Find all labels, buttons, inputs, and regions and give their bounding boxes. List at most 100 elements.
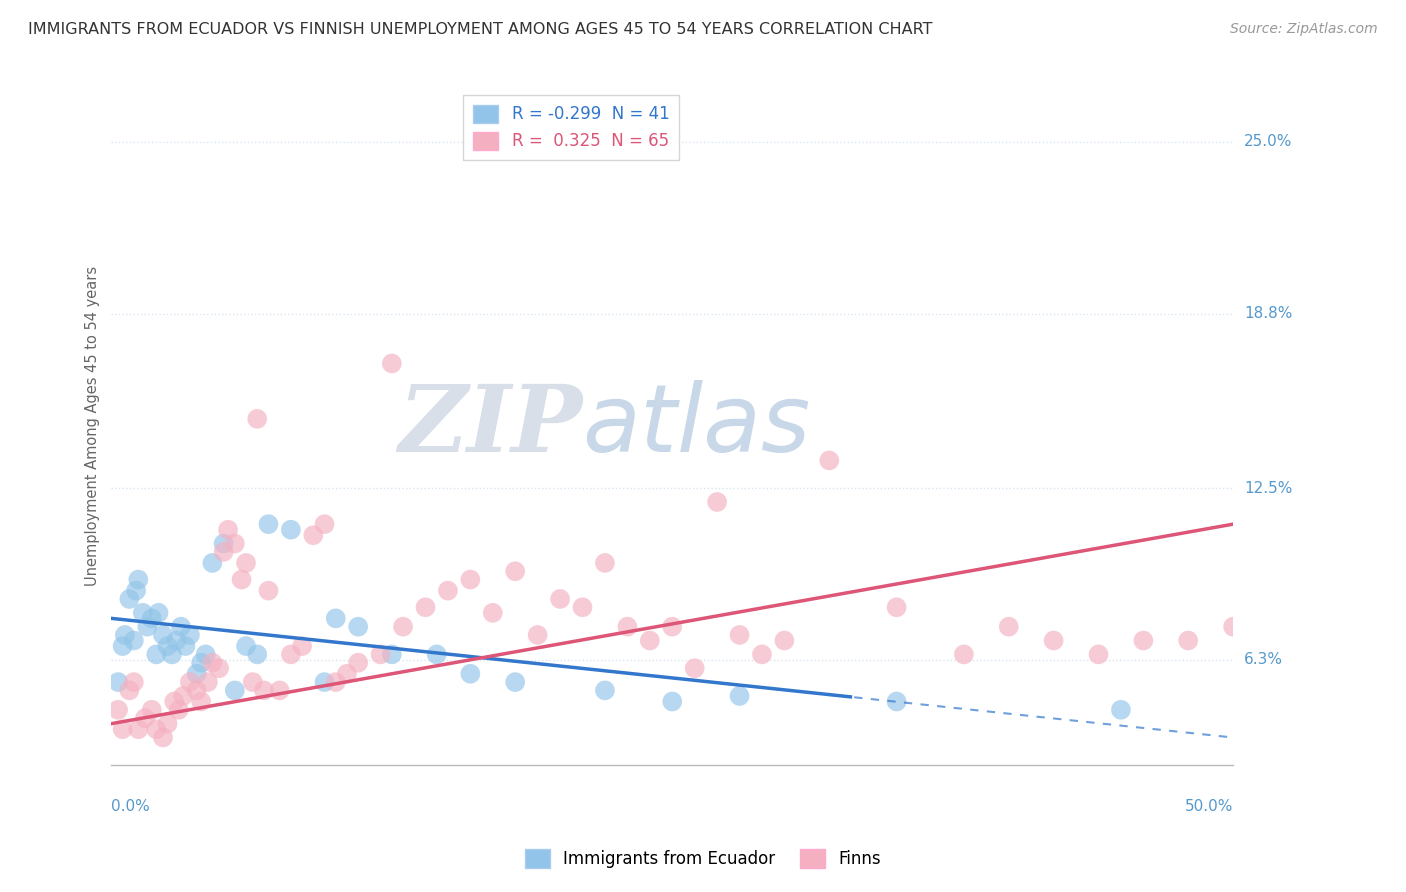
Text: 0.0%: 0.0% xyxy=(111,799,150,814)
Point xyxy=(148,606,170,620)
Point xyxy=(370,648,392,662)
Text: 6.3%: 6.3% xyxy=(1244,652,1284,667)
Point xyxy=(224,536,246,550)
Point xyxy=(291,639,314,653)
Point xyxy=(194,648,217,662)
Point xyxy=(503,675,526,690)
Point xyxy=(111,639,134,653)
Point xyxy=(246,648,269,662)
Point xyxy=(190,656,212,670)
Legend: R = -0.299  N = 41, R =  0.325  N = 65: R = -0.299 N = 41, R = 0.325 N = 65 xyxy=(463,95,679,161)
Point xyxy=(172,689,194,703)
Point xyxy=(773,633,796,648)
Point xyxy=(201,656,224,670)
Text: 50.0%: 50.0% xyxy=(1185,799,1233,814)
Point xyxy=(1042,633,1064,648)
Point xyxy=(134,711,156,725)
Point xyxy=(190,694,212,708)
Point xyxy=(170,620,193,634)
Point xyxy=(302,528,325,542)
Point xyxy=(728,689,751,703)
Point xyxy=(593,556,616,570)
Point xyxy=(953,648,976,662)
Point xyxy=(728,628,751,642)
Point xyxy=(661,620,683,634)
Point xyxy=(156,716,179,731)
Point xyxy=(208,661,231,675)
Point xyxy=(224,683,246,698)
Point xyxy=(347,620,370,634)
Point xyxy=(616,620,638,634)
Point xyxy=(127,722,149,736)
Point xyxy=(212,536,235,550)
Point xyxy=(136,620,159,634)
Point xyxy=(141,611,163,625)
Point xyxy=(336,666,359,681)
Point xyxy=(314,517,336,532)
Point xyxy=(141,703,163,717)
Point xyxy=(257,583,280,598)
Point xyxy=(156,639,179,653)
Point xyxy=(246,412,269,426)
Point xyxy=(460,666,482,681)
Text: 18.8%: 18.8% xyxy=(1244,306,1292,321)
Point xyxy=(683,661,706,675)
Point xyxy=(415,600,437,615)
Point xyxy=(217,523,239,537)
Point xyxy=(437,583,460,598)
Point xyxy=(132,606,155,620)
Point xyxy=(186,683,208,698)
Point xyxy=(818,453,841,467)
Point xyxy=(201,556,224,570)
Text: Source: ZipAtlas.com: Source: ZipAtlas.com xyxy=(1230,22,1378,37)
Point xyxy=(118,591,141,606)
Point xyxy=(997,620,1019,634)
Point xyxy=(426,648,449,662)
Point xyxy=(503,564,526,578)
Point xyxy=(280,523,302,537)
Point xyxy=(1222,620,1244,634)
Point xyxy=(1132,633,1154,648)
Point xyxy=(706,495,728,509)
Text: IMMIGRANTS FROM ECUADOR VS FINNISH UNEMPLOYMENT AMONG AGES 45 TO 54 YEARS CORREL: IMMIGRANTS FROM ECUADOR VS FINNISH UNEMP… xyxy=(28,22,932,37)
Point xyxy=(325,675,347,690)
Point xyxy=(381,356,404,370)
Point xyxy=(381,648,404,662)
Point xyxy=(460,573,482,587)
Point xyxy=(152,731,174,745)
Point xyxy=(481,606,503,620)
Point xyxy=(257,517,280,532)
Point xyxy=(593,683,616,698)
Point xyxy=(107,703,129,717)
Point xyxy=(167,703,190,717)
Point xyxy=(242,675,264,690)
Text: 25.0%: 25.0% xyxy=(1244,135,1292,149)
Point xyxy=(166,633,188,648)
Point xyxy=(548,591,571,606)
Point xyxy=(122,633,145,648)
Point xyxy=(886,600,908,615)
Point xyxy=(253,683,276,698)
Point xyxy=(280,648,302,662)
Point xyxy=(118,683,141,698)
Point xyxy=(571,600,593,615)
Point xyxy=(186,666,208,681)
Point xyxy=(107,675,129,690)
Point xyxy=(111,722,134,736)
Point xyxy=(347,656,370,670)
Point xyxy=(160,648,183,662)
Legend: Immigrants from Ecuador, Finns: Immigrants from Ecuador, Finns xyxy=(519,843,887,875)
Point xyxy=(145,722,167,736)
Text: 12.5%: 12.5% xyxy=(1244,481,1292,496)
Point xyxy=(179,628,201,642)
Point xyxy=(638,633,661,648)
Point xyxy=(886,694,908,708)
Text: ZIP: ZIP xyxy=(398,381,582,471)
Point xyxy=(174,639,197,653)
Point xyxy=(392,620,415,634)
Point xyxy=(661,694,683,708)
Point xyxy=(325,611,347,625)
Point xyxy=(114,628,136,642)
Point xyxy=(1177,633,1199,648)
Point xyxy=(751,648,773,662)
